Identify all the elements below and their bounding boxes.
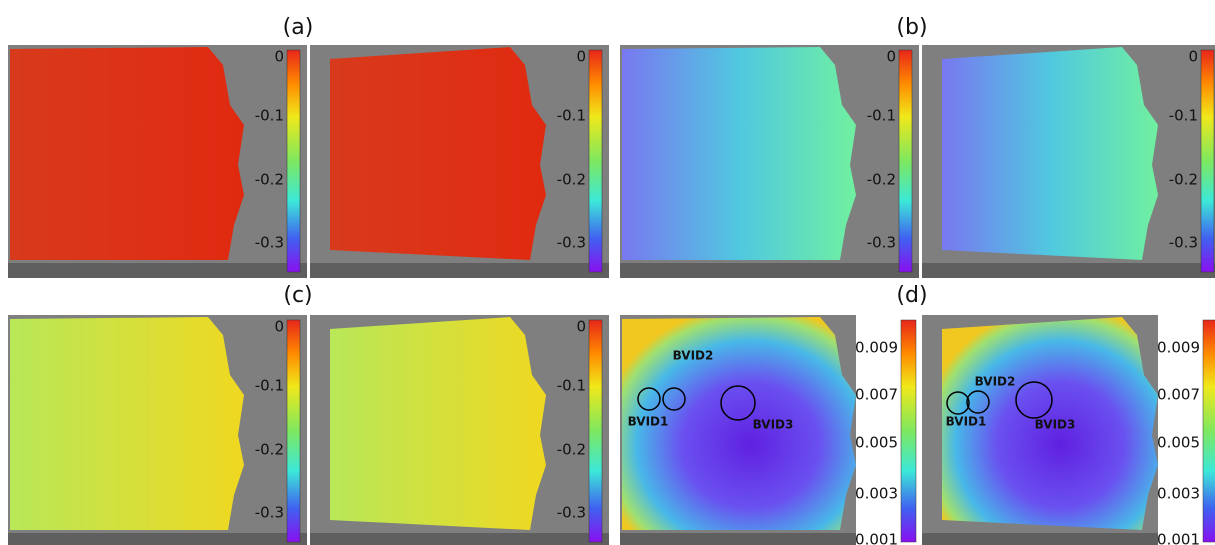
- colorbar-tick-label: -0.1: [557, 107, 586, 125]
- defect-label: BVID1: [946, 415, 987, 429]
- point-cloud: [10, 317, 244, 530]
- render-view: 0 -0.1 -0.2 -0.3: [922, 45, 1215, 278]
- figure: (a)0-0.1-0.2-0.30-0.1-0.2-0.3(b)0-0.1-0.…: [0, 0, 1215, 545]
- colorbar: [1203, 320, 1215, 542]
- defect-label: BVID2: [975, 375, 1016, 389]
- colorbar-tick-label: -0.2: [255, 171, 284, 189]
- defect-label: BVID3: [1035, 418, 1076, 432]
- colorbar-tick-label: 0.009: [855, 339, 898, 357]
- point-cloud: [622, 47, 856, 260]
- colorbar-tick-label: 0: [886, 48, 896, 66]
- colorbar-tick-label: -0.2: [1169, 171, 1198, 189]
- colorbar: [899, 50, 912, 272]
- colorbar: [1201, 50, 1214, 272]
- floor-strip: [922, 263, 1215, 278]
- colorbar-tick-label: -0.2: [557, 171, 586, 189]
- render-view: 0.009 0.007 0.005 0.003 0.001 BVID1 BVID2 BVID3: [620, 315, 916, 545]
- colorbar-tick-label: 0.003: [855, 485, 898, 503]
- defect-label: BVID1: [628, 415, 669, 429]
- point-cloud: [330, 317, 546, 530]
- colorbar-tick-label: 0.007: [1157, 386, 1200, 404]
- colorbar-tick-label: -0.3: [557, 234, 586, 252]
- defect-label: BVID2: [673, 349, 714, 363]
- floor-strip: [310, 533, 609, 545]
- floor-strip: [620, 263, 919, 278]
- panel-label: (c): [283, 283, 312, 308]
- colorbar-tick-label: -0.1: [557, 377, 586, 395]
- panel-label: (d): [896, 283, 927, 308]
- colorbar: [589, 50, 602, 272]
- panels: (a)0-0.1-0.2-0.30-0.1-0.2-0.3(b)0-0.1-0.…: [8, 15, 1215, 545]
- render-view: 0 -0.1 -0.2 -0.3: [310, 45, 609, 278]
- colorbar-tick-label: 0.001: [855, 531, 898, 545]
- colorbar-tick-label: -0.1: [867, 107, 896, 125]
- defect-label: BVID3: [753, 418, 794, 432]
- colorbar-tick-label: 0.009: [1157, 339, 1200, 357]
- colorbar: [589, 320, 602, 542]
- colorbar-tick-label: -0.2: [255, 441, 284, 459]
- floor-strip: [8, 533, 307, 545]
- render-view: 0 -0.1 -0.2 -0.3: [8, 45, 307, 278]
- colorbar-tick-label: 0.007: [855, 386, 898, 404]
- render-view: 0 -0.1 -0.2 -0.3: [620, 45, 919, 278]
- colorbar-tick-label: -0.3: [557, 504, 586, 522]
- render-view: 0 -0.1 -0.2 -0.3: [8, 315, 307, 545]
- colorbar-tick-label: 0: [576, 48, 586, 66]
- panel-label: (a): [283, 15, 314, 40]
- colorbar-tick-label: -0.2: [867, 171, 896, 189]
- point-cloud: [330, 47, 546, 260]
- colorbar-tick-label: -0.3: [255, 504, 284, 522]
- colorbar-tick-label: -0.3: [867, 234, 896, 252]
- colorbar: [287, 320, 300, 542]
- colorbar-tick-label: 0: [274, 318, 284, 336]
- colorbar-tick-label: 0.005: [1157, 434, 1200, 452]
- colorbar-tick-label: 0.003: [1157, 485, 1200, 503]
- render-view: 0.009 0.007 0.005 0.003 0.001 BVID1 BVID2 BVID3: [922, 315, 1215, 545]
- colorbar-tick-label: -0.1: [255, 107, 284, 125]
- colorbar-tick-label: -0.3: [1169, 234, 1198, 252]
- floor-strip: [620, 533, 856, 545]
- render-view: 0 -0.1 -0.2 -0.3: [310, 315, 609, 545]
- colorbar: [901, 320, 916, 542]
- colorbar-tick-label: -0.1: [255, 377, 284, 395]
- colorbar-tick-label: -0.1: [1169, 107, 1198, 125]
- colorbar-tick-label: 0.001: [1157, 531, 1200, 545]
- colorbar: [287, 50, 300, 272]
- floor-strip: [310, 263, 609, 278]
- point-cloud: [942, 47, 1158, 260]
- colorbar-tick-label: 0: [274, 48, 284, 66]
- colorbar-tick-label: 0: [1188, 48, 1198, 66]
- colorbar-tick-label: 0.005: [855, 434, 898, 452]
- panel-label: (b): [896, 15, 927, 40]
- point-cloud: [10, 47, 244, 260]
- colorbar-tick-label: 0: [576, 318, 586, 336]
- colorbar-tick-label: -0.2: [557, 441, 586, 459]
- floor-strip: [922, 533, 1158, 545]
- floor-strip: [8, 263, 307, 278]
- colorbar-tick-label: -0.3: [255, 234, 284, 252]
